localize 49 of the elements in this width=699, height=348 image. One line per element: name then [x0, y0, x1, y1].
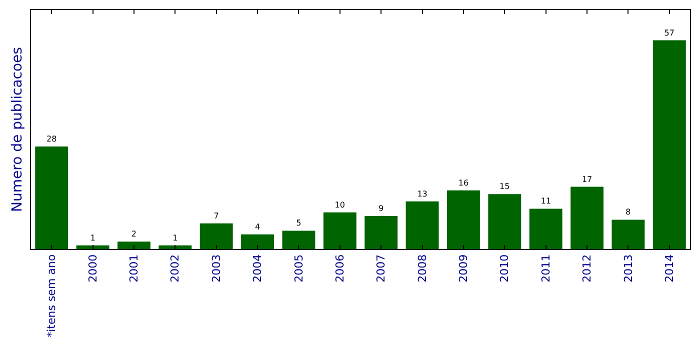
x-tick-label: 2011 — [539, 254, 552, 282]
x-tick-label: 2013 — [622, 254, 635, 282]
data-label: 57 — [664, 28, 674, 38]
x-tick-label: 2009 — [457, 254, 470, 282]
data-label: 9 — [378, 204, 384, 214]
bar — [446, 190, 480, 249]
x-tick-label: 2010 — [498, 254, 512, 282]
data-label: 28 — [46, 134, 57, 144]
data-label: 11 — [540, 196, 551, 206]
data-label: 16 — [458, 178, 469, 188]
data-label: 15 — [500, 182, 510, 192]
bar — [282, 230, 316, 249]
bar — [529, 208, 562, 249]
bar — [612, 220, 645, 249]
x-tick-label: 2005 — [292, 254, 306, 282]
x-tick-label: 2001 — [128, 254, 141, 282]
x-tick-label: 2000 — [86, 254, 100, 282]
x-tick-label: 2004 — [251, 254, 264, 282]
data-label: 17 — [582, 174, 592, 184]
bar — [76, 245, 110, 249]
bar — [406, 201, 439, 249]
bar — [652, 40, 686, 249]
bar — [241, 234, 274, 249]
bar — [35, 146, 68, 249]
data-label: 5 — [296, 218, 302, 228]
data-label: 1 — [172, 233, 178, 242]
data-label: 10 — [334, 200, 345, 210]
bar — [117, 242, 150, 249]
data-label: 13 — [417, 189, 428, 198]
bar — [158, 245, 192, 249]
x-tick-label: 2012 — [580, 254, 594, 282]
bar — [323, 212, 356, 249]
bar — [200, 223, 233, 249]
x-tick-label: 2008 — [416, 254, 429, 282]
data-label: 8 — [626, 208, 631, 217]
data-label: 1 — [90, 233, 96, 242]
data-label: 4 — [254, 222, 260, 232]
x-tick-label: *itens sem ano — [45, 254, 58, 338]
bar — [570, 186, 604, 249]
bar — [488, 194, 522, 249]
x-tick-label: 2006 — [333, 254, 346, 282]
x-tick-label: 2014 — [662, 254, 676, 282]
data-label: 2 — [131, 230, 137, 239]
x-tick-label: 2007 — [374, 254, 388, 282]
bar — [364, 216, 398, 249]
data-label: 7 — [214, 211, 219, 220]
x-tick-label: 2002 — [168, 254, 182, 282]
x-tick-label: 2003 — [210, 254, 223, 282]
y-axis-title: Numero de publicacoes — [10, 47, 26, 212]
